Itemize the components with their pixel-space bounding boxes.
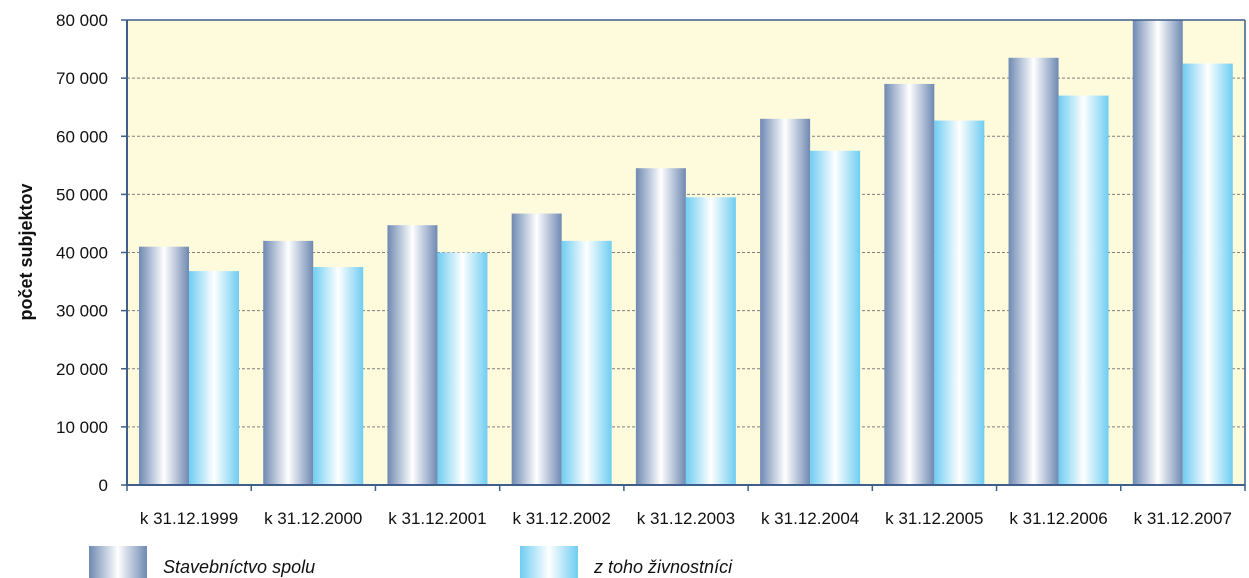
x-tick-label-6: k 31.12.2005 bbox=[885, 509, 983, 528]
x-tick-label-2: k 31.12.2001 bbox=[388, 509, 486, 528]
x-tick-label-7: k 31.12.2006 bbox=[1009, 509, 1107, 528]
y-tick-label-1: 10 000 bbox=[56, 418, 108, 437]
legend-swatch-series-2 bbox=[520, 546, 578, 578]
legend-label-series-1: Stavebníctvo spolu bbox=[163, 557, 315, 577]
y-tick-labels: 0 10 000 20 000 30 000 40 000 50 000 60 000 70 … bbox=[56, 11, 108, 495]
bar-series-1-2 bbox=[387, 225, 438, 485]
legend-swatch-series-1 bbox=[89, 546, 147, 578]
bar-series-2-7 bbox=[1058, 95, 1109, 485]
y-axis-title: počet subjektov bbox=[16, 183, 36, 320]
x-tick-label-8: k 31.12.2007 bbox=[1134, 509, 1232, 528]
bar-series-2-3 bbox=[561, 240, 612, 485]
bars bbox=[139, 20, 1233, 486]
x-tick-label-4: k 31.12.2003 bbox=[637, 509, 735, 528]
bar-series-1-7 bbox=[1008, 57, 1059, 485]
bar-series-2-6 bbox=[934, 120, 985, 486]
y-tick-label-8: 80 000 bbox=[56, 11, 108, 30]
y-tick-label-7: 70 000 bbox=[56, 69, 108, 88]
y-tick-label-5: 50 000 bbox=[56, 185, 108, 204]
legend: Stavebníctvo spolu z toho živnostníci bbox=[89, 546, 733, 578]
bar-series-1-0 bbox=[139, 246, 189, 485]
bar-series-2-0 bbox=[189, 271, 239, 485]
x-tick-label-3: k 31.12.2002 bbox=[513, 509, 611, 528]
legend-label-series-2: z toho živnostníci bbox=[593, 557, 733, 577]
y-tick-label-2: 20 000 bbox=[56, 360, 108, 379]
bar-series-1-1 bbox=[263, 240, 314, 485]
bar-series-1-3 bbox=[511, 213, 562, 485]
y-tick-label-4: 40 000 bbox=[56, 244, 108, 263]
bar-series-1-5 bbox=[760, 118, 811, 485]
x-tick-label-1: k 31.12.2000 bbox=[264, 509, 362, 528]
x-tick-label-5: k 31.12.2004 bbox=[761, 509, 859, 528]
bar-series-2-5 bbox=[810, 150, 861, 485]
bar-series-1-6 bbox=[884, 83, 935, 485]
axes bbox=[121, 19, 1246, 491]
y-tick-label-0: 0 bbox=[99, 476, 108, 495]
x-tick-label-0: k 31.12.1999 bbox=[140, 509, 238, 528]
bar-series-2-4 bbox=[685, 197, 736, 485]
bar-series-2-8 bbox=[1182, 63, 1233, 485]
bar-series-1-8 bbox=[1132, 20, 1183, 485]
y-tick-label-3: 30 000 bbox=[56, 302, 108, 321]
x-tick-labels: k 31.12.1999 k 31.12.2000 k 31.12.2001 k 31… bbox=[140, 509, 1232, 528]
y-tick-label-6: 60 000 bbox=[56, 127, 108, 146]
bar-series-1-4 bbox=[635, 168, 686, 485]
bar-series-2-2 bbox=[437, 252, 488, 485]
bar-series-2-1 bbox=[313, 267, 364, 485]
